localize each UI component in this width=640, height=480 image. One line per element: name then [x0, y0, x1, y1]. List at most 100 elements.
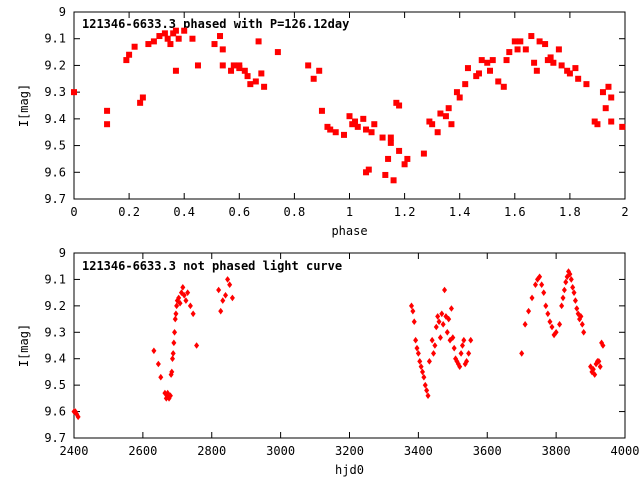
data-point	[216, 286, 222, 294]
y-tick-label: 9.7	[44, 431, 66, 445]
data-point	[444, 328, 450, 336]
data-point	[468, 336, 474, 344]
data-point	[305, 62, 312, 69]
data-point	[371, 121, 378, 128]
data-point	[433, 323, 439, 331]
data-point	[575, 310, 581, 318]
x-tick-label: 0.8	[284, 205, 306, 219]
data-points	[71, 27, 626, 184]
data-point	[459, 342, 465, 349]
x-tick-label: 2800	[197, 444, 226, 458]
tick-group	[73, 252, 626, 439]
data-point	[579, 321, 585, 328]
data-point	[506, 49, 513, 56]
data-point	[151, 347, 157, 355]
x-tick-label: 0.6	[228, 205, 250, 219]
data-point	[75, 413, 81, 421]
plot-frame	[73, 252, 626, 439]
data-point	[158, 373, 164, 381]
y-tick-label: 9	[59, 246, 66, 260]
data-point	[500, 83, 507, 90]
x-tick-label: 4000	[611, 444, 640, 458]
x-tick-label: 3400	[404, 444, 433, 458]
data-point	[517, 38, 524, 45]
data-point	[408, 302, 414, 310]
data-point	[597, 363, 603, 370]
data-point	[161, 30, 168, 37]
data-point	[415, 350, 421, 357]
y-tick-label: 9.5	[44, 378, 66, 392]
data-point	[537, 273, 543, 281]
data-point	[447, 336, 453, 344]
data-point	[123, 57, 130, 64]
data-point	[145, 41, 152, 48]
data-point	[365, 166, 372, 173]
data-point	[539, 281, 545, 289]
data-point	[219, 46, 226, 53]
data-point	[176, 294, 182, 302]
data-point	[526, 307, 532, 315]
data-point	[418, 363, 424, 370]
data-point	[437, 334, 443, 341]
data-point	[484, 59, 491, 66]
data-point	[354, 123, 361, 130]
y-axis-label: I[mag]	[17, 324, 31, 367]
data-point	[252, 78, 259, 85]
x-tick-label: 1.2	[394, 205, 416, 219]
data-point	[608, 94, 615, 101]
data-point	[167, 41, 174, 48]
x-tick-label: 1.6	[504, 205, 526, 219]
data-point	[563, 278, 569, 286]
data-point	[458, 350, 464, 357]
data-point	[340, 131, 347, 138]
x-tick-labels: 0 0.2 0.4 0.6 0.8 1 1.2 1.4 1.6 1.8 2	[70, 205, 628, 219]
data-point	[229, 294, 235, 302]
y-tick-label: 9.4	[44, 112, 66, 126]
data-point	[166, 395, 172, 402]
data-point	[566, 70, 573, 77]
data-point	[413, 336, 419, 344]
data-point	[180, 284, 186, 291]
data-point	[529, 294, 535, 302]
y-tick-labels: 9 9.1 9.2 9.3 9.4 9.5 9.6 9.7	[44, 246, 66, 445]
data-point	[187, 302, 193, 310]
data-point	[605, 83, 612, 90]
y-tick-label: 9.1	[44, 32, 66, 46]
data-point	[437, 110, 444, 117]
data-point	[150, 38, 157, 45]
data-point	[445, 105, 452, 112]
data-point	[396, 147, 403, 154]
data-point	[514, 46, 521, 53]
data-point	[561, 286, 567, 294]
data-point	[436, 318, 442, 326]
x-tick-label: 2400	[60, 444, 89, 458]
data-point	[489, 57, 496, 64]
data-point	[583, 81, 590, 88]
data-point	[137, 99, 144, 106]
data-point	[550, 59, 557, 66]
x-tick-label: 0.4	[173, 205, 195, 219]
data-point	[211, 41, 218, 48]
data-point	[560, 294, 566, 302]
y-tick-label: 9.6	[44, 165, 66, 179]
data-point	[172, 328, 178, 336]
data-point	[225, 276, 231, 283]
data-point	[387, 134, 394, 141]
data-point	[173, 310, 179, 318]
data-point	[557, 321, 563, 328]
data-point	[332, 129, 339, 136]
x-tick-label: 1.8	[559, 205, 581, 219]
data-point	[220, 297, 226, 304]
data-point	[346, 113, 353, 120]
data-point	[219, 62, 226, 69]
data-point	[549, 323, 555, 331]
data-point	[532, 281, 538, 289]
data-point	[429, 121, 436, 128]
data-point	[559, 302, 565, 310]
data-point	[228, 67, 235, 74]
data-point	[547, 54, 554, 61]
data-point	[533, 67, 540, 74]
unphased-chart: 2400 2600 2800 3000 3200 3400 3600 3800 4000 9 9.…	[17, 246, 639, 477]
data-point	[451, 344, 457, 352]
